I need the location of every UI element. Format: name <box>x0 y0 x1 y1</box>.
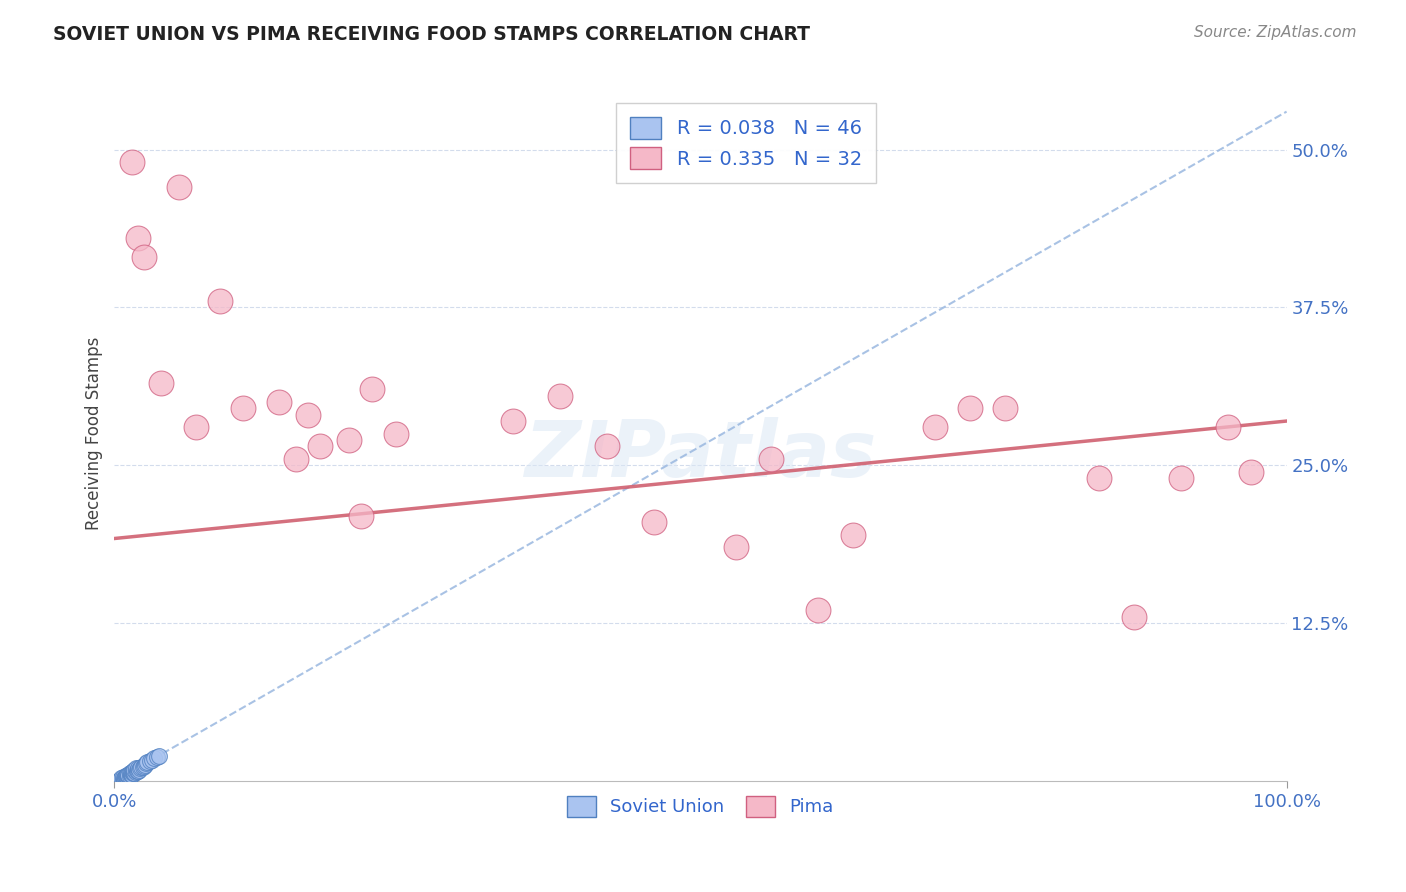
Point <box>129 761 152 775</box>
Point <box>112 772 135 786</box>
Point <box>127 231 149 245</box>
Point <box>1088 471 1111 485</box>
Point <box>114 770 136 784</box>
Point <box>1123 609 1146 624</box>
Point <box>132 250 155 264</box>
Point <box>124 763 146 777</box>
Point <box>120 766 142 780</box>
Point <box>167 180 190 194</box>
Point <box>120 767 142 781</box>
Point <box>111 772 134 787</box>
Text: SOVIET UNION VS PIMA RECEIVING FOOD STAMPS CORRELATION CHART: SOVIET UNION VS PIMA RECEIVING FOOD STAM… <box>53 25 810 44</box>
Point <box>548 389 571 403</box>
Point <box>807 603 830 617</box>
Point <box>924 420 946 434</box>
Point <box>131 760 153 774</box>
Point <box>114 772 136 786</box>
Point <box>115 769 138 783</box>
Point <box>148 748 170 763</box>
Point <box>117 770 139 784</box>
Y-axis label: Receiving Food Stamps: Receiving Food Stamps <box>86 337 103 531</box>
Point <box>117 767 139 781</box>
Point <box>128 763 150 777</box>
Point <box>121 767 143 781</box>
Legend: Soviet Union, Pima: Soviet Union, Pima <box>560 789 841 824</box>
Point <box>134 757 156 772</box>
Point <box>138 754 160 768</box>
Point <box>141 752 163 766</box>
Point <box>115 770 138 784</box>
Point <box>208 294 231 309</box>
Point <box>285 452 308 467</box>
Point <box>267 395 290 409</box>
Point <box>1216 420 1239 434</box>
Point <box>959 401 981 416</box>
Point <box>122 764 145 778</box>
Point <box>308 439 330 453</box>
Point <box>111 770 134 784</box>
Point <box>124 761 146 775</box>
Point <box>1240 465 1263 479</box>
Point <box>136 755 159 769</box>
Point <box>110 774 132 789</box>
Point <box>297 408 319 422</box>
Text: Source: ZipAtlas.com: Source: ZipAtlas.com <box>1194 25 1357 40</box>
Point <box>596 439 619 453</box>
Point <box>121 765 143 780</box>
Point <box>143 751 166 765</box>
Point <box>349 508 371 523</box>
Point <box>117 769 139 783</box>
Point <box>994 401 1017 416</box>
Point <box>125 764 148 778</box>
Point <box>124 765 146 780</box>
Point <box>124 766 146 780</box>
Point <box>502 414 524 428</box>
Point <box>150 376 173 391</box>
Point <box>112 772 135 787</box>
Point <box>724 541 747 555</box>
Point <box>759 452 782 467</box>
Point <box>361 383 384 397</box>
Point <box>110 772 132 787</box>
Point <box>135 756 157 771</box>
Point <box>186 420 208 434</box>
Point <box>117 767 139 781</box>
Point <box>384 426 406 441</box>
Point <box>108 774 131 789</box>
Point <box>118 766 141 780</box>
Point <box>145 750 167 764</box>
Point <box>842 527 865 541</box>
Point <box>122 766 145 780</box>
Text: ZIPatlas: ZIPatlas <box>524 417 876 492</box>
Point <box>110 774 132 789</box>
Point <box>127 764 149 778</box>
Point <box>132 759 155 773</box>
Point <box>643 515 665 529</box>
Point <box>337 433 360 447</box>
Point <box>118 769 141 783</box>
Point <box>131 760 153 774</box>
Point <box>121 155 143 169</box>
Point <box>107 774 129 789</box>
Point <box>1170 471 1192 485</box>
Point <box>110 772 132 786</box>
Point <box>127 761 149 775</box>
Point <box>232 401 254 416</box>
